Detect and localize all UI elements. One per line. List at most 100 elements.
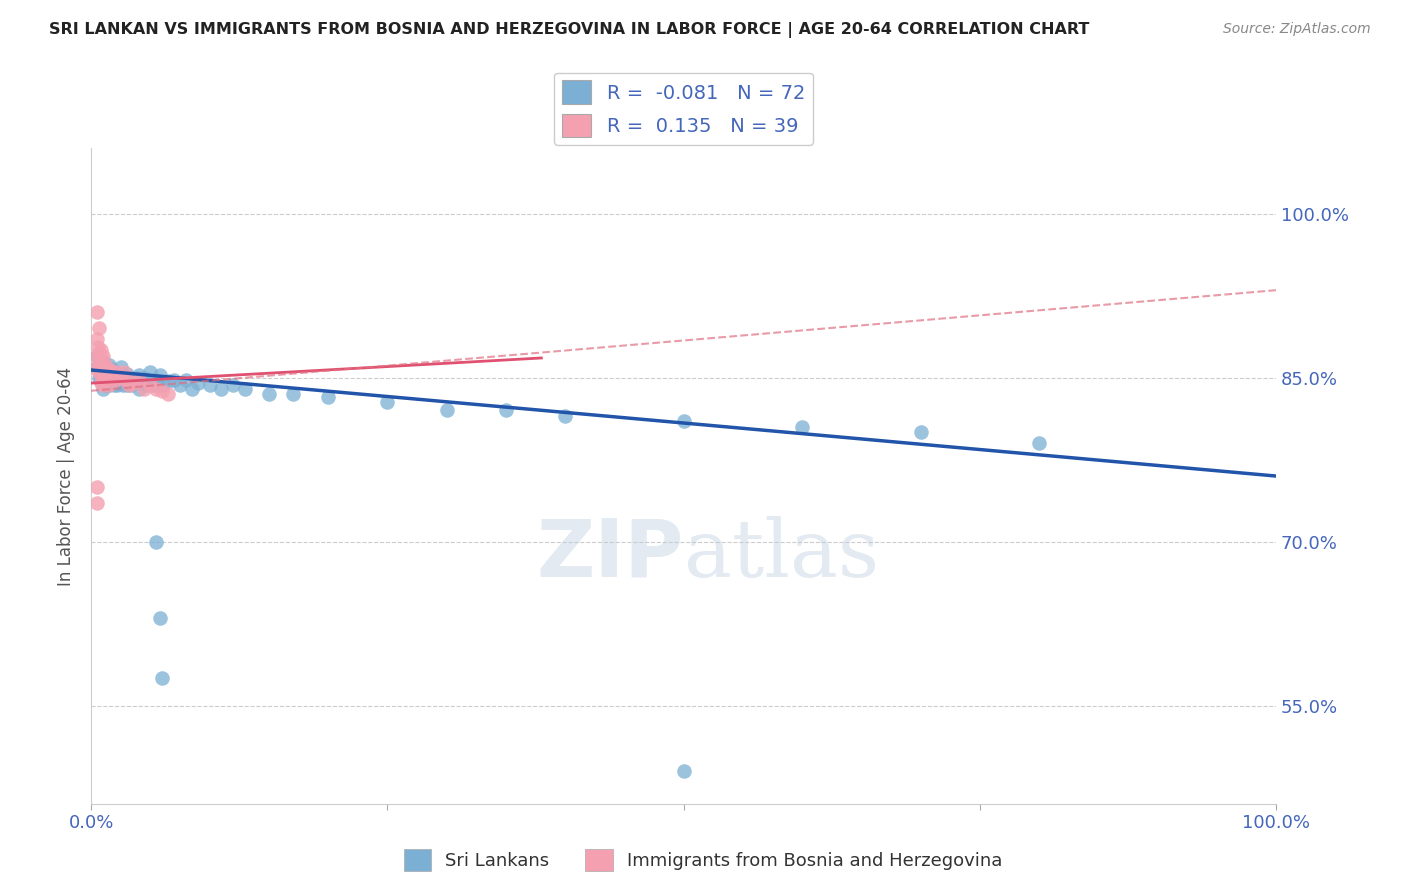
- Point: [115, 368, 138, 382]
- Point: [105, 378, 128, 392]
- Point: [145, 382, 167, 396]
- Point: [104, 374, 127, 388]
- Point: [110, 359, 132, 374]
- Point: [96, 365, 118, 379]
- Point: [91, 365, 114, 379]
- Point: [134, 382, 156, 396]
- Point: [89, 345, 111, 359]
- Point: [157, 374, 180, 388]
- Point: [89, 365, 111, 379]
- Point: [257, 387, 280, 401]
- Point: [87, 340, 110, 354]
- Point: [316, 390, 339, 404]
- Point: [97, 373, 120, 387]
- Point: [281, 387, 304, 401]
- Point: [94, 373, 117, 387]
- Point: [90, 343, 112, 358]
- Point: [90, 376, 112, 391]
- Point: [91, 349, 114, 363]
- Point: [86, 349, 108, 363]
- Point: [86, 349, 108, 363]
- Point: [112, 378, 135, 392]
- Point: [910, 425, 932, 440]
- Point: [150, 671, 173, 685]
- Point: [174, 373, 197, 387]
- Point: [103, 378, 125, 392]
- Point: [118, 378, 141, 392]
- Point: [90, 358, 112, 372]
- Point: [125, 370, 148, 384]
- Point: [90, 354, 112, 368]
- Point: [150, 378, 173, 392]
- Legend: R =  -0.081   N = 72, R =  0.135   N = 39: R = -0.081 N = 72, R = 0.135 N = 39: [554, 72, 813, 145]
- Point: [118, 370, 141, 384]
- Point: [198, 378, 221, 392]
- Point: [90, 376, 112, 391]
- Point: [211, 382, 233, 396]
- Point: [94, 359, 117, 374]
- Point: [90, 373, 112, 387]
- Point: [110, 370, 132, 384]
- Text: SRI LANKAN VS IMMIGRANTS FROM BOSNIA AND HERZEGOVINA IN LABOR FORCE | AGE 20-64 : SRI LANKAN VS IMMIGRANTS FROM BOSNIA AND…: [49, 22, 1090, 38]
- Point: [94, 368, 117, 383]
- Point: [110, 373, 132, 387]
- Point: [97, 378, 120, 392]
- Text: ZIP: ZIP: [536, 516, 683, 594]
- Point: [97, 378, 120, 392]
- Point: [86, 305, 108, 319]
- Point: [1028, 436, 1050, 450]
- Point: [495, 403, 517, 417]
- Point: [169, 378, 191, 392]
- Legend: Sri Lankans, Immigrants from Bosnia and Herzegovina: Sri Lankans, Immigrants from Bosnia and …: [396, 842, 1010, 879]
- Point: [121, 373, 143, 387]
- Y-axis label: In Labor Force | Age 20-64: In Labor Force | Age 20-64: [58, 367, 75, 585]
- Point: [101, 365, 124, 379]
- Point: [97, 362, 120, 376]
- Point: [128, 368, 150, 383]
- Point: [145, 374, 167, 388]
- Point: [187, 376, 209, 391]
- Point: [89, 370, 111, 384]
- Point: [149, 368, 172, 383]
- Point: [101, 362, 124, 376]
- Point: [97, 368, 120, 382]
- Point: [90, 359, 112, 374]
- Point: [94, 358, 117, 372]
- Point: [105, 365, 128, 379]
- Point: [150, 384, 173, 398]
- Point: [86, 496, 108, 510]
- Point: [94, 378, 117, 392]
- Point: [790, 420, 813, 434]
- Point: [128, 382, 150, 396]
- Point: [149, 611, 172, 625]
- Point: [120, 378, 142, 392]
- Point: [100, 373, 122, 387]
- Point: [139, 365, 162, 379]
- Point: [377, 394, 399, 409]
- Point: [87, 358, 110, 372]
- Point: [104, 373, 127, 387]
- Point: [112, 365, 135, 379]
- Point: [91, 373, 114, 387]
- Point: [222, 378, 245, 392]
- Point: [104, 365, 127, 379]
- Point: [89, 365, 111, 379]
- Point: [115, 378, 138, 392]
- Point: [86, 332, 108, 346]
- Point: [111, 368, 134, 382]
- Point: [129, 376, 152, 391]
- Point: [554, 409, 576, 423]
- Point: [134, 370, 156, 384]
- Point: [98, 370, 121, 384]
- Point: [90, 370, 112, 384]
- Point: [90, 362, 112, 376]
- Point: [91, 354, 114, 368]
- Point: [91, 382, 114, 396]
- Point: [145, 534, 167, 549]
- Point: [142, 378, 165, 392]
- Point: [672, 764, 695, 779]
- Point: [157, 387, 180, 401]
- Point: [128, 373, 150, 387]
- Point: [86, 362, 108, 376]
- Point: [180, 382, 202, 396]
